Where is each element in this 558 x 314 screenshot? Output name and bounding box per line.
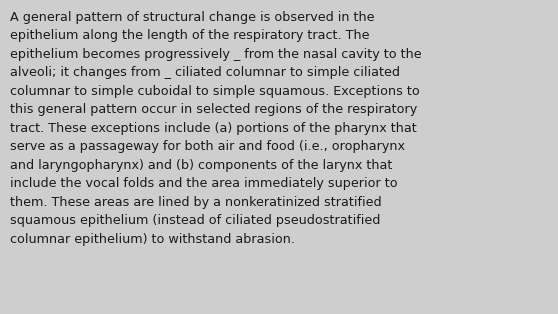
Text: A general pattern of structural change is observed in the
epithelium along the l: A general pattern of structural change i…	[10, 11, 422, 246]
